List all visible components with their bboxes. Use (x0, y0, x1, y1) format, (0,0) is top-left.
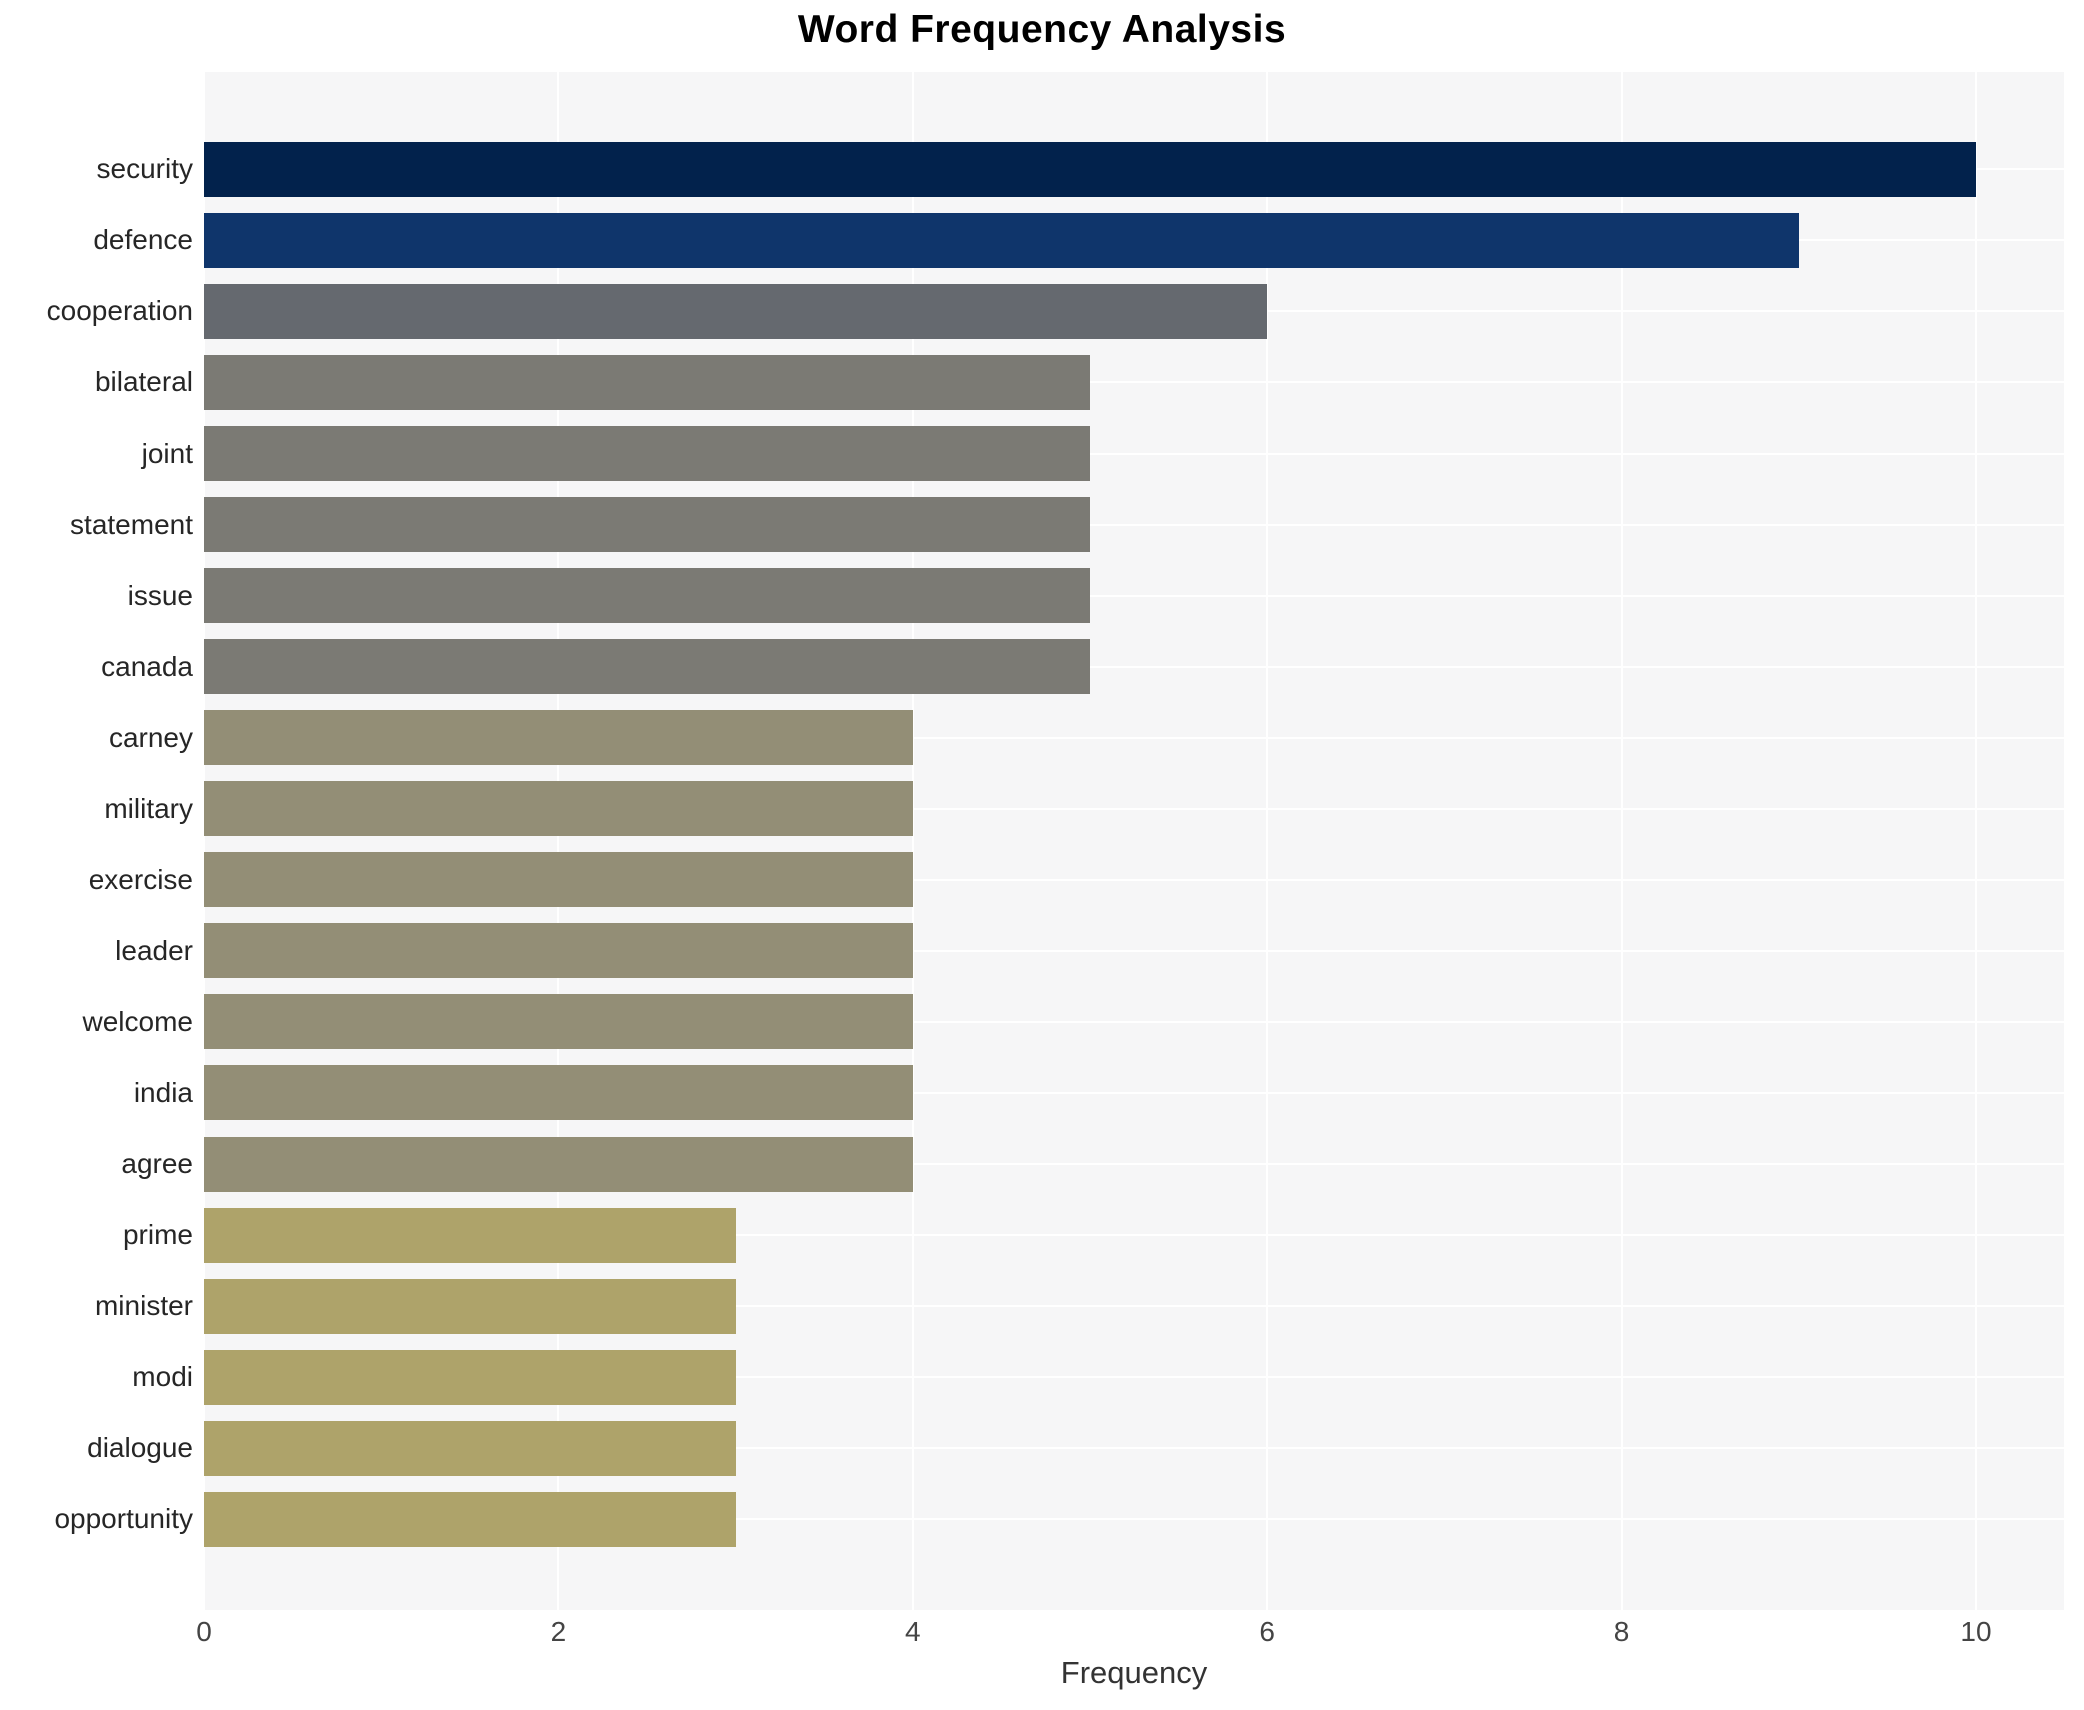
bar-leader (204, 923, 913, 979)
bar-dialogue (204, 1420, 736, 1476)
x-tick-label-2: 2 (550, 1616, 567, 1647)
category-label-defence: defence (93, 224, 193, 256)
gridline-y-opportunity (204, 1518, 2064, 1521)
bar-agree (204, 1136, 913, 1192)
plot-panel (203, 72, 2064, 1610)
gridline-y-india (204, 1091, 2064, 1094)
category-label-cooperation: cooperation (46, 295, 193, 327)
category-label-leader: leader (115, 934, 193, 966)
bar-cooperation (204, 283, 1268, 339)
bar-india (204, 1065, 913, 1121)
gridline-x-4 (911, 72, 914, 1610)
bar-statement (204, 497, 1090, 553)
gridline-y-prime (204, 1234, 2064, 1237)
gridline-y-statement (204, 523, 2064, 526)
category-label-joint: joint (141, 437, 193, 469)
x-tick-label-6: 6 (1259, 1616, 1275, 1647)
category-label-india: india (133, 1076, 193, 1108)
x-tick-label-0: 0 (196, 1616, 212, 1647)
gridline-y-dialogue (204, 1447, 2064, 1450)
bar-carney (204, 710, 913, 766)
chart-title: Word Frequency Analysis (797, 8, 1287, 51)
x-axis-title: Frequency (1060, 1655, 1208, 1690)
gridline-y-leader (204, 949, 2064, 952)
category-label-exercise: exercise (88, 863, 193, 895)
category-label-opportunity: opportunity (54, 1503, 193, 1535)
gridline-y-joint (204, 452, 2064, 455)
gridline-y-issue (204, 594, 2064, 597)
gridline-y-agree (204, 1163, 2064, 1165)
category-label-issue: issue (127, 579, 193, 611)
category-label-agree: agree (121, 1148, 193, 1179)
category-label-canada: canada (101, 650, 193, 682)
bar-joint (204, 426, 1090, 481)
gridline-y-welcome (204, 1020, 2064, 1023)
category-label-modi: modi (132, 1361, 193, 1393)
category-label-statement: statement (70, 508, 193, 540)
bar-exercise (204, 852, 913, 908)
gridline-x-10 (1975, 72, 1977, 1610)
category-label-prime: prime (122, 1219, 193, 1251)
gridline-y-bilateral (204, 381, 2064, 384)
bar-prime (204, 1207, 736, 1263)
category-label-bilateral: bilateral (94, 366, 193, 398)
bar-security (204, 141, 1976, 197)
category-label-military: military (104, 792, 193, 824)
gridline-x-0 (203, 72, 205, 1610)
gridline-x-2 (557, 72, 560, 1610)
x-tick-label-8: 8 (1613, 1616, 1630, 1647)
bar-bilateral (204, 354, 1090, 410)
bar-military (204, 781, 913, 837)
category-label-minister: minister (94, 1290, 193, 1322)
bar-welcome (204, 994, 913, 1050)
bar-modi (204, 1349, 736, 1405)
gridline-y-carney (204, 736, 2064, 739)
category-label-carney: carney (108, 721, 193, 753)
category-label-welcome: welcome (82, 1005, 193, 1037)
bar-opportunity (204, 1491, 736, 1547)
gridline-y-minister (204, 1305, 2064, 1308)
gridline-y-modi (204, 1376, 2064, 1379)
x-tick-label-10: 10 (1960, 1616, 1992, 1647)
bar-canada (204, 639, 1090, 695)
bar-minister (204, 1278, 736, 1334)
x-tick-label-4: 4 (905, 1616, 921, 1647)
category-label-security: security (96, 153, 193, 185)
bar-issue (204, 568, 1090, 624)
gridline-y-canada (204, 665, 2064, 668)
gridline-x-6 (1266, 72, 1269, 1610)
bar-defence (204, 212, 1799, 268)
category-label-dialogue: dialogue (87, 1432, 193, 1464)
gridline-y-military (204, 807, 2064, 810)
gridline-x-8 (1620, 72, 1623, 1610)
gridline-y-exercise (204, 878, 2064, 881)
